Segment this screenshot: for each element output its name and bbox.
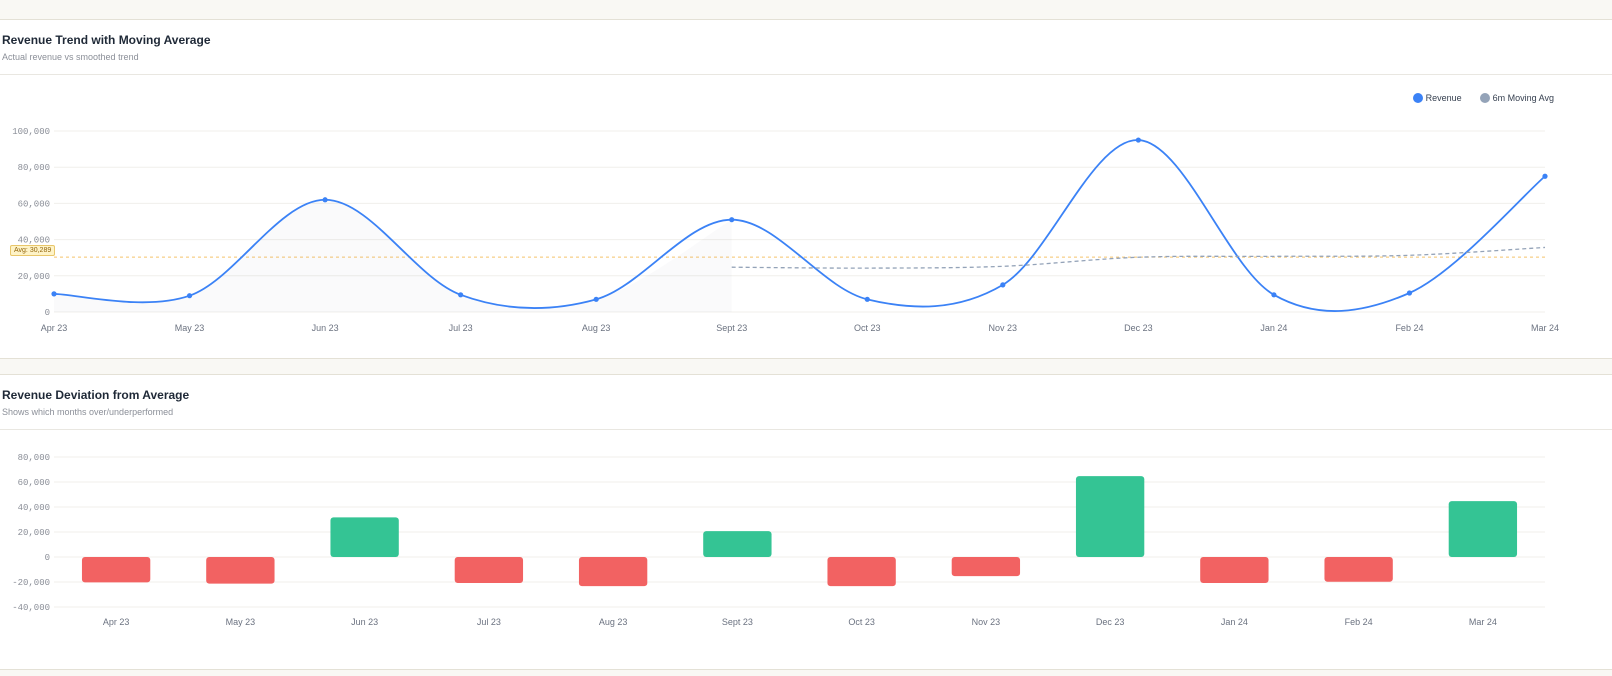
x-tick-label: Aug 23: [582, 323, 611, 333]
revenue-point[interactable]: [322, 197, 328, 203]
x-tick-label: Aug 23: [599, 617, 628, 627]
x-tick-label: May 23: [226, 617, 256, 627]
revenue-point[interactable]: [864, 296, 870, 302]
deviation-bar[interactable]: [206, 557, 275, 584]
revenue-point[interactable]: [186, 293, 193, 299]
moving-avg-swatch-icon: [1479, 93, 1490, 103]
revenue-point[interactable]: [458, 292, 464, 298]
x-tick-label: Sept 23: [716, 323, 747, 333]
chart-subtitle: Actual revenue vs smoothed trend: [2, 52, 139, 62]
card-header: Revenue Trend with Moving Average Actual…: [0, 20, 1612, 75]
deviation-bar[interactable]: [951, 557, 1021, 577]
y-tick-label: 0: [45, 308, 50, 318]
deviation-bar[interactable]: [1324, 557, 1393, 582]
revenue-point[interactable]: [1406, 290, 1413, 296]
chart-subtitle: Shows which months over/underperformed: [2, 407, 174, 417]
revenue-point[interactable]: [1271, 292, 1277, 298]
revenue-point[interactable]: [51, 291, 57, 297]
revenue-trend-card: Revenue Trend with Moving Average Actual…: [0, 19, 1612, 359]
y-tick-label: 60,000: [18, 478, 50, 488]
deviation-bar[interactable]: [827, 557, 896, 587]
revenue-point[interactable]: [1542, 173, 1548, 179]
x-tick-label: Nov 23: [989, 323, 1018, 333]
revenue-point[interactable]: [1000, 282, 1006, 288]
deviation-bar[interactable]: [1200, 557, 1269, 583]
deviation-bar[interactable]: [578, 557, 648, 587]
revenue-point[interactable]: [729, 217, 735, 223]
deviation-bar[interactable]: [454, 557, 524, 583]
x-tick-label: Oct 23: [854, 323, 881, 333]
x-tick-label: Jul 23: [449, 323, 473, 333]
revenue-deviation-chart: -40,000 -20,000 0 20,000 40,000 60,000 80,000 A…: [12, 453, 1545, 627]
x-tick-label: Apr 23: [103, 617, 130, 627]
legend-item-moving-avg[interactable]: 6m Moving Avg: [1479, 93, 1554, 103]
x-tick-label: May 23: [175, 323, 205, 333]
y-tick-label: -20,000: [12, 578, 50, 588]
x-tick-label: Mar 24: [1531, 323, 1559, 333]
deviation-bar[interactable]: [330, 517, 399, 557]
x-tick-label: Nov 23: [972, 617, 1001, 627]
legend-label-moving-avg: 6m Moving Avg: [1492, 93, 1554, 103]
card-header: Revenue Deviation from Average Shows whi…: [0, 375, 1612, 430]
x-tick-label: Apr 23: [41, 323, 68, 333]
chart-legend: Revenue 6m Moving Avg: [1412, 93, 1554, 103]
x-tick-label: Sept 23: [722, 617, 753, 627]
revenue-swatch-icon: [1412, 93, 1423, 103]
x-tick-label: Jun 23: [351, 617, 378, 627]
x-tick-label: Mar 24: [1469, 617, 1497, 627]
deviation-bar[interactable]: [1448, 501, 1518, 557]
y-tick-label: 100,000: [12, 127, 50, 137]
deviation-bar[interactable]: [81, 557, 151, 583]
average-reference-label: Avg: 30,289: [10, 245, 56, 256]
y-tick-label: 40,000: [18, 503, 50, 513]
revenue-point[interactable]: [593, 296, 599, 302]
y-tick-label: -40,000: [12, 603, 50, 613]
x-tick-label: Jul 23: [477, 617, 501, 627]
x-tick-label: Dec 23: [1124, 323, 1153, 333]
x-tick-label: Oct 23: [848, 617, 875, 627]
deviation-bar[interactable]: [703, 531, 772, 557]
revenue-point[interactable]: [1135, 137, 1141, 143]
moving-avg-series-line: [731, 246, 1546, 269]
y-tick-label: 60,000: [18, 199, 50, 209]
revenue-area: [54, 199, 732, 312]
y-tick-label: 20,000: [18, 528, 50, 538]
x-tick-label: Jun 23: [312, 323, 339, 333]
y-tick-label: 80,000: [18, 453, 50, 463]
y-tick-label: 40,000: [18, 236, 50, 246]
y-tick-label: 20,000: [18, 272, 50, 282]
x-tick-label: Dec 23: [1096, 617, 1125, 627]
y-tick-label: 80,000: [18, 163, 50, 173]
chart-title: Revenue Trend with Moving Average: [2, 33, 211, 47]
deviation-bar[interactable]: [1075, 476, 1145, 557]
x-tick-label: Jan 24: [1221, 617, 1248, 627]
x-tick-label: Jan 24: [1260, 323, 1287, 333]
y-tick-label: 0: [45, 553, 50, 563]
revenue-trend-chart: 0 20,000 40,000 60,000 80,000 100,000 Apr 23 Ma…: [12, 127, 1559, 333]
revenue-deviation-card: Revenue Deviation from Average Shows whi…: [0, 374, 1612, 670]
x-tick-label: Feb 24: [1345, 617, 1373, 627]
legend-label-revenue: Revenue: [1425, 93, 1462, 103]
legend-item-revenue[interactable]: Revenue: [1412, 93, 1462, 103]
chart-title: Revenue Deviation from Average: [2, 388, 190, 402]
x-tick-label: Feb 24: [1395, 323, 1423, 333]
